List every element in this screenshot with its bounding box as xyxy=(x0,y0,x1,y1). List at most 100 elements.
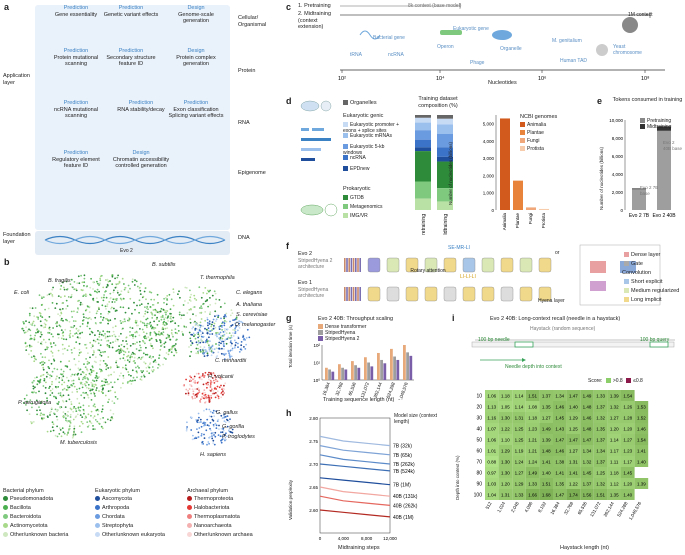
tokens-bar-pretraining xyxy=(632,189,646,210)
composition-chart: Pretraining Midtraining xyxy=(415,115,453,235)
ncbi-bar-label: Fungi xyxy=(528,213,533,224)
umap-point xyxy=(225,315,227,318)
umap-point xyxy=(152,304,154,306)
umap-point xyxy=(115,283,117,285)
umap-point xyxy=(170,348,172,350)
umap-point xyxy=(107,322,109,325)
umap-point xyxy=(22,321,25,323)
umap-point xyxy=(128,318,131,320)
umap-point xyxy=(220,427,223,430)
umap-point xyxy=(107,312,110,315)
umap-point xyxy=(83,363,85,365)
heatmap-row-label: 40 xyxy=(476,427,482,433)
heatmap-cell xyxy=(634,423,649,434)
umap-point xyxy=(206,316,209,319)
heatmap-value: 1.24 xyxy=(515,460,524,465)
heatmap-cell xyxy=(566,412,581,423)
umap-point xyxy=(48,338,51,341)
heatmap-value: 1.45 xyxy=(555,416,564,421)
umap-point xyxy=(78,354,80,357)
throughput-bar xyxy=(393,356,396,380)
umap-point xyxy=(65,400,68,403)
umap-point xyxy=(60,285,63,287)
umap-point xyxy=(29,323,32,326)
umap-point xyxy=(92,354,94,356)
umap-point xyxy=(69,283,72,286)
throughput-title: Evo 2 40B: Throughput scaling xyxy=(318,316,394,322)
umap-point xyxy=(79,337,81,339)
umap-point xyxy=(48,316,51,318)
throughput-cat-label: 524,288 xyxy=(386,381,396,398)
umap-point xyxy=(195,299,198,301)
umap-point xyxy=(73,288,76,291)
app-cell-kind: Prediction xyxy=(63,100,89,106)
c-item-label: Operon xyxy=(437,44,454,50)
umap-point xyxy=(73,432,75,434)
umap-point xyxy=(52,423,55,425)
arch-block xyxy=(481,286,495,302)
umap-point xyxy=(84,383,86,385)
umap-point xyxy=(105,340,108,342)
umap-point xyxy=(168,293,171,296)
umap-point xyxy=(56,435,59,438)
umap-point xyxy=(64,413,67,415)
umap-point xyxy=(71,391,74,394)
umap-point xyxy=(218,348,221,350)
panel-letter-i: i xyxy=(452,313,455,323)
heatmap-cell xyxy=(566,423,581,434)
umap-point xyxy=(131,327,134,329)
umap-point xyxy=(119,347,122,350)
heatmap-value: 1.47 xyxy=(583,438,592,443)
umap-point xyxy=(79,381,82,384)
umap-point xyxy=(131,312,133,315)
umap-point xyxy=(154,308,157,311)
umap-point xyxy=(83,284,85,287)
umap-point xyxy=(210,348,212,351)
umap-point xyxy=(34,377,36,379)
species-label: C. elegans xyxy=(236,290,263,296)
heatmap-value: 1.41 xyxy=(542,460,551,465)
umap-point xyxy=(90,392,92,395)
umap-point xyxy=(204,300,207,303)
umap-point xyxy=(138,349,141,352)
comp-bar-label: Midtraining xyxy=(443,214,449,235)
umap-point xyxy=(94,334,96,337)
umap-point xyxy=(43,378,46,380)
umap-point xyxy=(28,413,31,415)
umap-point xyxy=(212,389,215,392)
ncbi-legend-item: Fungi xyxy=(520,138,540,144)
umap-point xyxy=(39,414,42,417)
legend-label: Eukaryotic 5-kb windows xyxy=(343,144,385,156)
throughput-bar xyxy=(325,367,328,380)
umap-point xyxy=(159,340,162,342)
depth-label: Needle depth into context xyxy=(505,364,562,370)
umap-point xyxy=(102,417,104,419)
umap-point xyxy=(54,307,57,309)
heatmap-cell xyxy=(634,412,649,423)
umap-point xyxy=(177,330,180,332)
umap-point xyxy=(208,371,210,374)
ncbi-tick: 0 xyxy=(491,208,494,213)
heatmap-col-label: 16,384 xyxy=(549,501,560,516)
evo2-foundation-label: Evo 2 xyxy=(120,248,133,254)
umap-point xyxy=(212,425,215,428)
umap-point xyxy=(206,342,209,344)
legend-label: Other/unknown bacteria xyxy=(10,532,69,538)
umap-point xyxy=(222,393,224,396)
umap-point xyxy=(132,376,135,379)
umap-point xyxy=(211,345,214,347)
umap-point xyxy=(168,336,171,339)
umap-point xyxy=(67,432,69,434)
legend-swatch xyxy=(187,523,192,529)
umap-point xyxy=(90,410,93,413)
recall-heatmap: 10 1.06 1.18 1.14 1.51 1.37 1.34 1.47 1.49 1.33 1.… xyxy=(474,390,649,521)
umap-point xyxy=(201,332,204,334)
umap-point xyxy=(57,295,60,297)
umap-point xyxy=(213,415,216,418)
umap-point xyxy=(57,337,60,339)
umap-point xyxy=(49,385,51,388)
heatmap-cell xyxy=(580,423,594,434)
umap-point xyxy=(41,364,43,366)
umap-point xyxy=(116,398,119,400)
tokens-bar-midtraining xyxy=(632,188,646,190)
